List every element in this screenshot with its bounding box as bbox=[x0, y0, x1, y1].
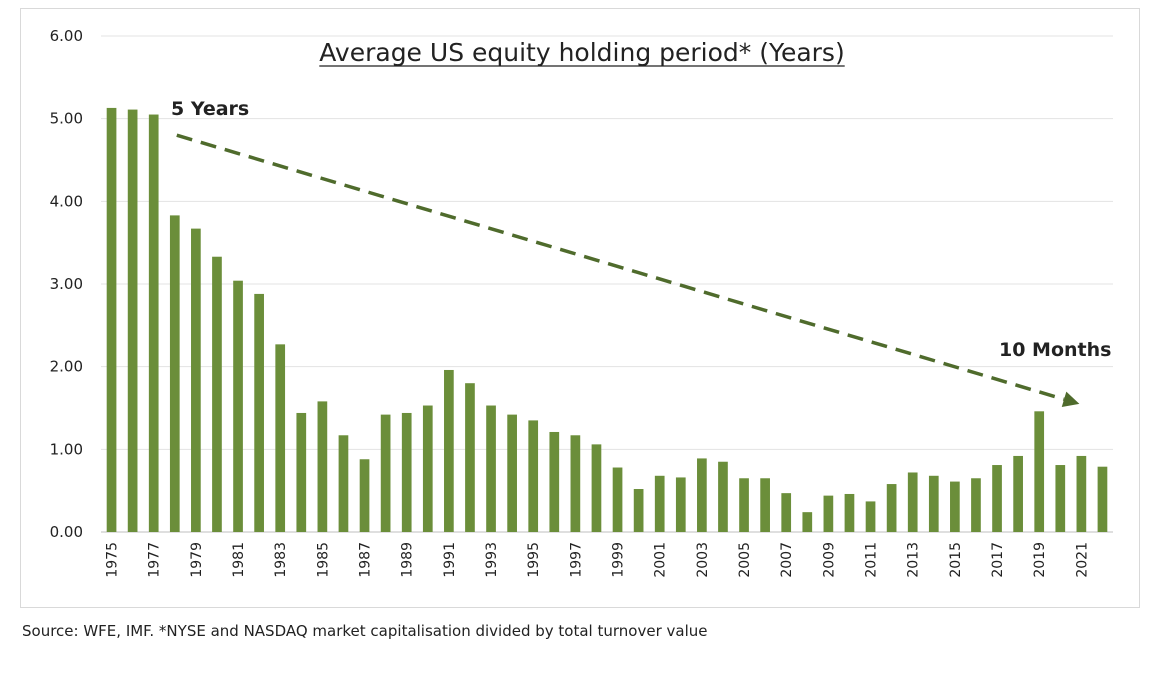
bar-2011 bbox=[865, 501, 876, 532]
bar-2003 bbox=[697, 458, 707, 532]
x-tick-label: 1979 bbox=[189, 542, 205, 578]
x-tick-label: 2003 bbox=[695, 542, 711, 578]
bar-1994 bbox=[507, 414, 517, 532]
bar-1981 bbox=[233, 280, 243, 532]
chart-frame: 0.00 1.00 2.00 3.00 4.00 5.00 6.00 1975 1977 197… bbox=[20, 8, 1140, 608]
bar-2005 bbox=[739, 478, 749, 532]
y-tick-label: 5.00 bbox=[50, 110, 83, 128]
y-tick-label: 4.00 bbox=[50, 192, 83, 210]
x-tick-label: 2007 bbox=[779, 542, 795, 578]
bar-2013 bbox=[907, 472, 918, 532]
x-tick-label: 1989 bbox=[400, 542, 416, 578]
bar-2019 bbox=[1034, 411, 1045, 532]
bar-1984 bbox=[296, 412, 307, 532]
x-tick-label: 1993 bbox=[484, 542, 500, 578]
bar-1990 bbox=[422, 405, 433, 532]
bar-2020 bbox=[1055, 465, 1066, 532]
bar-1982 bbox=[254, 293, 264, 532]
bar-2002 bbox=[675, 477, 686, 532]
bar-1976 bbox=[127, 109, 138, 532]
bar-2009 bbox=[823, 495, 834, 532]
bar-2022 bbox=[1097, 466, 1108, 532]
x-tick-label: 2011 bbox=[864, 542, 880, 578]
trend-arrow bbox=[176, 133, 1080, 407]
x-tick-label: 1995 bbox=[526, 542, 542, 578]
bar-1979 bbox=[191, 228, 201, 532]
y-tick-label: 3.00 bbox=[50, 275, 83, 293]
x-tick-label: 2015 bbox=[948, 542, 964, 578]
bar-1991 bbox=[444, 369, 454, 532]
x-tick-label: 2009 bbox=[821, 542, 837, 578]
bar-1998 bbox=[591, 444, 602, 532]
bar-1996 bbox=[549, 431, 560, 532]
bar-2008 bbox=[802, 512, 813, 532]
x-tick-label: 1991 bbox=[442, 542, 458, 578]
grid-layer bbox=[101, 35, 1113, 533]
x-tick-label: 1999 bbox=[611, 542, 627, 578]
bar-1995 bbox=[528, 420, 539, 532]
bar-1975 bbox=[106, 107, 117, 533]
bar-1980 bbox=[212, 256, 222, 532]
trend-arrow-line bbox=[176, 133, 1065, 401]
bar-1992 bbox=[465, 383, 475, 532]
bar-1993 bbox=[486, 405, 496, 532]
bar-1985 bbox=[317, 401, 328, 532]
x-tick-label: 2019 bbox=[1032, 542, 1048, 578]
x-tick-label: 1985 bbox=[315, 542, 331, 578]
source-note: Source: WFE, IMF. *NYSE and NASDAQ marke… bbox=[22, 622, 708, 640]
bar-1999 bbox=[612, 467, 623, 532]
bar-2021 bbox=[1076, 455, 1087, 532]
annotation-10-months: 10 Months bbox=[999, 339, 1111, 361]
y-tick-label: 6.00 bbox=[50, 27, 83, 45]
bar-2004 bbox=[718, 461, 728, 532]
trend-arrow-head bbox=[1061, 391, 1080, 407]
x-axis: 1975 1977 1979 1981 1983 1985 1987 1989 1991 1993… bbox=[105, 542, 1091, 578]
bar-2014 bbox=[928, 475, 939, 532]
bar-2017 bbox=[992, 465, 1002, 532]
x-tick-label: 1981 bbox=[231, 542, 247, 578]
bar-2006 bbox=[760, 478, 770, 532]
bar-2012 bbox=[886, 484, 897, 532]
x-tick-label: 2013 bbox=[906, 542, 922, 578]
bar-1987 bbox=[359, 459, 370, 532]
y-tick-label: 0.00 bbox=[50, 523, 83, 541]
x-tick-label: 1983 bbox=[273, 542, 289, 578]
annotation-5-years: 5 Years bbox=[171, 98, 249, 120]
bar-2001 bbox=[654, 475, 665, 532]
x-tick-label: 1975 bbox=[105, 542, 121, 578]
bar-1977 bbox=[148, 114, 159, 533]
bar-1986 bbox=[338, 435, 349, 532]
chart-title: Average US equity holding period* (Years… bbox=[319, 38, 844, 67]
bar-1988 bbox=[380, 414, 391, 532]
bar-2007 bbox=[781, 493, 792, 532]
bar-2000 bbox=[633, 489, 644, 532]
y-tick-label: 1.00 bbox=[50, 440, 83, 458]
y-axis: 0.00 1.00 2.00 3.00 4.00 5.00 6.00 bbox=[50, 27, 83, 541]
x-tick-label: 2001 bbox=[653, 542, 669, 578]
bar-1983 bbox=[275, 344, 286, 532]
x-tick-label: 1987 bbox=[358, 542, 374, 578]
x-tick-label: 2017 bbox=[990, 542, 1006, 578]
x-tick-label: 1997 bbox=[568, 542, 584, 578]
bar-2010 bbox=[844, 493, 855, 532]
x-tick-label: 2005 bbox=[737, 542, 753, 578]
bars-layer bbox=[106, 107, 1108, 533]
bar-2016 bbox=[971, 478, 981, 532]
bar-chart: 0.001.002.003.004.005.006.00 1975 1977 197… bbox=[50, 27, 1113, 578]
bar-1978 bbox=[169, 215, 180, 533]
bar-1989 bbox=[401, 412, 412, 532]
bar-2018 bbox=[1013, 455, 1023, 532]
bar-1997 bbox=[570, 435, 581, 532]
y-tick-label: 2.00 bbox=[50, 358, 83, 376]
x-tick-label: 2021 bbox=[1074, 542, 1090, 578]
x-tick-label: 1977 bbox=[147, 542, 163, 578]
bar-2015 bbox=[950, 481, 960, 532]
